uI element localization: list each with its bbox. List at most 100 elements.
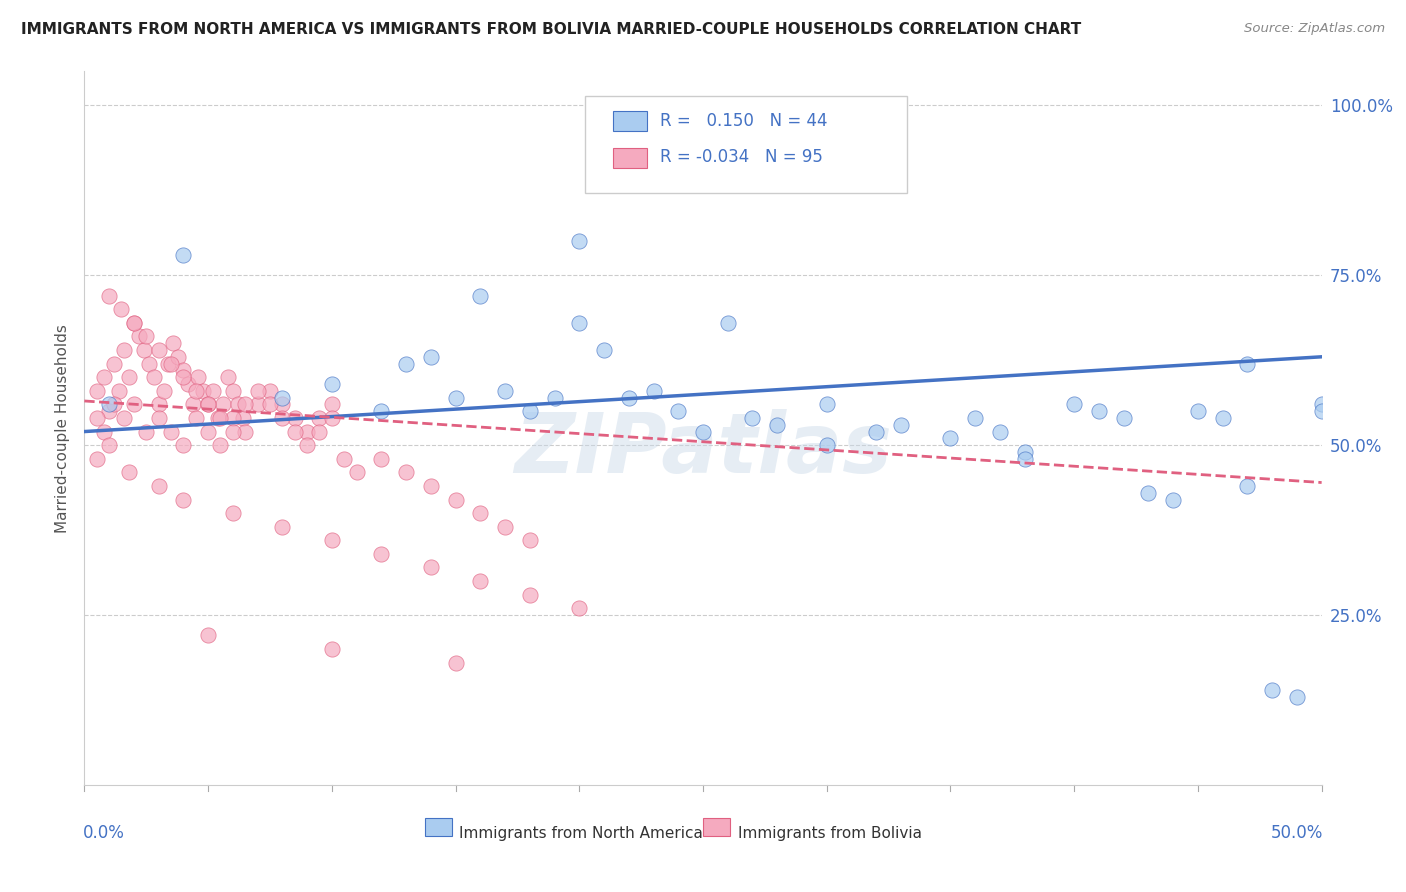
Point (666, 404, 689, 418)
Point (370, 547, 392, 561)
Point (1310, 397, 1333, 411)
Point (346, 466, 368, 480)
Point (209, 411, 232, 425)
Point (172, 370, 194, 384)
Point (207, 411, 229, 425)
Text: IMMIGRANTS FROM NORTH AMERICA VS IMMIGRANTS FROM BOLIVIA MARRIED-COUPLE HOUSEHOL: IMMIGRANTS FROM NORTH AMERICA VS IMMIGRA… (21, 22, 1081, 37)
Point (470, 288, 492, 302)
Point (1088, 404, 1111, 418)
Point (172, 363, 194, 377)
Text: R = -0.034   N = 95: R = -0.034 N = 95 (659, 148, 823, 166)
Point (209, 438, 232, 452)
Point (103, 397, 125, 411)
Point (271, 411, 294, 425)
Point (212, 397, 235, 411)
Point (815, 438, 838, 452)
Point (1014, 451, 1036, 466)
Point (197, 397, 219, 411)
Point (172, 248, 194, 262)
Point (98, 438, 121, 452)
Point (643, 384, 665, 398)
Point (86, 411, 108, 425)
Point (112, 343, 135, 357)
FancyBboxPatch shape (585, 96, 907, 193)
Point (1014, 445, 1036, 459)
Point (271, 519, 294, 533)
Point (142, 370, 165, 384)
Point (148, 479, 170, 493)
Point (118, 370, 141, 384)
Point (108, 384, 131, 398)
Point (148, 343, 170, 357)
Point (543, 391, 565, 405)
Point (93, 425, 115, 439)
Point (939, 431, 962, 445)
Point (222, 506, 245, 520)
FancyBboxPatch shape (613, 148, 647, 168)
Point (1310, 404, 1333, 418)
Point (1236, 357, 1258, 371)
Point (321, 642, 343, 657)
Point (568, 316, 591, 330)
Point (308, 425, 330, 439)
Point (295, 425, 318, 439)
Point (321, 397, 343, 411)
Point (321, 411, 343, 425)
Point (333, 451, 356, 466)
Point (112, 411, 135, 425)
Point (148, 397, 170, 411)
Point (118, 466, 141, 480)
FancyBboxPatch shape (613, 111, 647, 130)
Point (233, 425, 256, 439)
Point (184, 384, 207, 398)
Point (197, 397, 219, 411)
Point (519, 533, 541, 548)
Point (202, 384, 225, 398)
Point (98, 288, 121, 302)
Point (98, 404, 121, 418)
Point (271, 397, 294, 411)
Point (444, 391, 467, 405)
Point (321, 533, 343, 548)
Point (191, 384, 214, 398)
FancyBboxPatch shape (703, 818, 730, 837)
Point (1112, 411, 1135, 425)
Point (1187, 404, 1209, 418)
Point (568, 234, 591, 248)
Point (152, 384, 174, 398)
Point (1137, 485, 1160, 500)
Point (226, 397, 249, 411)
Text: Immigrants from North America: Immigrants from North America (460, 826, 703, 840)
Point (1236, 479, 1258, 493)
Point (717, 316, 740, 330)
Point (162, 336, 184, 351)
Point (122, 397, 145, 411)
Point (197, 425, 219, 439)
Point (815, 397, 838, 411)
Point (135, 425, 157, 439)
Point (259, 397, 281, 411)
FancyBboxPatch shape (425, 818, 451, 837)
Point (692, 425, 714, 439)
Point (177, 376, 200, 391)
Point (148, 411, 170, 425)
Point (86, 451, 108, 466)
Point (128, 329, 150, 343)
Text: ZIPatlas: ZIPatlas (515, 409, 891, 490)
Point (1161, 492, 1184, 507)
Point (444, 492, 467, 507)
Point (93, 370, 115, 384)
Point (271, 391, 294, 405)
Point (103, 357, 125, 371)
Point (233, 397, 256, 411)
Point (86, 384, 108, 398)
Text: Source: ZipAtlas.com: Source: ZipAtlas.com (1244, 22, 1385, 36)
Point (470, 574, 492, 588)
Point (122, 316, 145, 330)
Point (184, 411, 207, 425)
Y-axis label: Married-couple Households: Married-couple Households (55, 324, 70, 533)
Point (395, 466, 418, 480)
Point (419, 560, 441, 574)
Point (222, 411, 245, 425)
Point (160, 425, 183, 439)
